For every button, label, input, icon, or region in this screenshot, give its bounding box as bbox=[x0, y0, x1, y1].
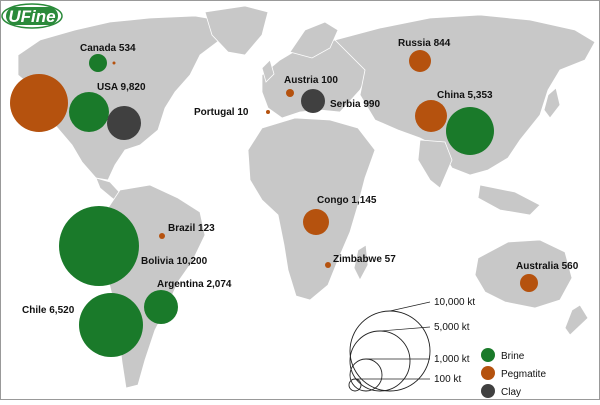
size-legend-line-10000 bbox=[389, 301, 431, 312]
logo-text: UFine bbox=[8, 7, 55, 26]
label-zimbabwe: Zimbabwe 57 bbox=[333, 254, 396, 265]
deposit-circle-china-pegmatite bbox=[415, 100, 447, 132]
label-australia: Australia 560 bbox=[516, 261, 579, 272]
size-legend-line-5000 bbox=[379, 326, 431, 332]
landmass-uk bbox=[261, 59, 275, 83]
label-serbia: Serbia 990 bbox=[330, 99, 380, 110]
deposit-circle-usa-pegmatite bbox=[10, 74, 68, 132]
landmass-australia bbox=[474, 239, 573, 309]
landmass-africa bbox=[247, 117, 376, 301]
logo-badge bbox=[6, 7, 58, 25]
label-congo: Congo 1,145 bbox=[317, 195, 377, 206]
size-legend-label-100: 100 kt bbox=[434, 374, 461, 385]
deposit-circle-russia bbox=[409, 50, 431, 72]
type-legend-label-clay: Clay bbox=[501, 387, 521, 398]
landmass-india bbox=[417, 139, 453, 189]
type-legend-swatch-pegmatite bbox=[481, 366, 495, 380]
deposit-circle-serbia bbox=[301, 89, 325, 113]
deposit-circle-australia bbox=[520, 274, 538, 292]
landmass-japan bbox=[543, 87, 561, 119]
deposit-circle-portugal bbox=[266, 110, 270, 114]
deposit-circle-brazil bbox=[159, 233, 165, 239]
size-legend-label-5000: 5,000 kt bbox=[434, 322, 470, 333]
landmass-madagascar bbox=[353, 244, 369, 281]
label-argentina: Argentina 2,074 bbox=[157, 279, 232, 290]
landmass-asia bbox=[334, 14, 596, 176]
deposit-circle-canada bbox=[89, 54, 107, 72]
deposit-circle-usa-clay bbox=[107, 106, 141, 140]
deposit-circle-chile bbox=[79, 293, 143, 357]
type-legend-label-pegmatite: Pegmatite bbox=[501, 369, 546, 380]
deposit-labels: Canada 534 USA 9,820 Portugal 10 Austria… bbox=[22, 38, 579, 316]
landmass-southeast-asia bbox=[477, 184, 541, 216]
size-legend-label-1000: 1,000 kt bbox=[434, 354, 470, 365]
type-legend-swatch-clay bbox=[481, 384, 495, 398]
label-canada: Canada 534 bbox=[80, 43, 136, 54]
type-legend: Brine Pegmatite Clay bbox=[481, 348, 546, 398]
landmass-greenland bbox=[204, 5, 269, 56]
deposit-circle-argentina bbox=[144, 290, 178, 324]
label-brazil: Brazil 123 bbox=[168, 223, 215, 234]
landmass-scandinavia bbox=[289, 21, 339, 59]
label-usa: USA 9,820 bbox=[97, 82, 146, 93]
type-legend-swatch-brine bbox=[481, 348, 495, 362]
deposit-circle-china bbox=[446, 107, 494, 155]
deposit-circle-austria bbox=[286, 89, 294, 97]
label-bolivia: Bolivia 10,200 bbox=[141, 256, 208, 267]
label-russia: Russia 844 bbox=[398, 38, 451, 49]
deposit-circle-usa bbox=[69, 92, 109, 132]
deposit-circle-zimbabwe bbox=[325, 262, 331, 268]
label-china: China 5,353 bbox=[437, 90, 493, 101]
deposit-markers bbox=[10, 50, 538, 357]
size-legend: 10,000 kt 5,000 kt 1,000 kt 100 kt bbox=[348, 297, 475, 392]
label-portugal: Portugal 10 bbox=[194, 107, 249, 118]
size-legend-label-10000: 10,000 kt bbox=[434, 297, 475, 308]
landmass-new-zealand bbox=[564, 304, 589, 336]
label-chile: Chile 6,520 bbox=[22, 305, 75, 316]
deposit-circle-canada-small bbox=[112, 61, 116, 65]
type-legend-label-brine: Brine bbox=[501, 351, 525, 362]
label-austria: Austria 100 bbox=[284, 75, 338, 86]
deposit-circle-congo bbox=[303, 209, 329, 235]
deposit-circle-bolivia bbox=[59, 206, 139, 286]
ufine-logo: UFine bbox=[1, 3, 63, 29]
